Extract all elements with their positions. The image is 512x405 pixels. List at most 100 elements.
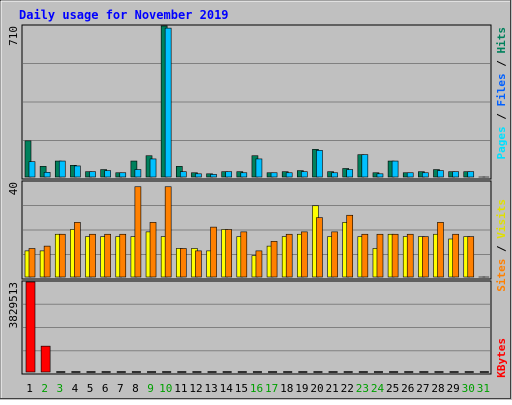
x-tick-label: 9 xyxy=(147,382,154,395)
files-bar-day-5 xyxy=(90,172,96,177)
files-bar-day-20 xyxy=(316,150,322,177)
files-bar-day-11 xyxy=(180,172,186,177)
files-bar-day-23 xyxy=(362,155,368,177)
x-tick-label: 22 xyxy=(341,382,354,395)
x-tick-label: 31 xyxy=(477,382,490,395)
x-tick-label: 21 xyxy=(326,382,339,395)
x-tick-label: 17 xyxy=(265,382,278,395)
files-bar-day-8 xyxy=(135,170,141,177)
files-bar-day-4 xyxy=(74,166,80,177)
x-tick-label: 24 xyxy=(371,382,385,395)
x-tick-label: 10 xyxy=(159,382,172,395)
side-label-pages-files-hits-part-2: Files xyxy=(495,73,508,106)
x-tick-label: 14 xyxy=(220,382,234,395)
side-label-kbytes: KBytes xyxy=(495,338,508,378)
x-tick-label: 20 xyxy=(310,382,323,395)
sites-bar-day-7 xyxy=(120,234,126,277)
sites-bar-day-18 xyxy=(286,234,292,277)
sites-bar-day-25 xyxy=(392,234,398,277)
sites-bar-day-4 xyxy=(74,222,80,277)
x-tick-label: 19 xyxy=(295,382,308,395)
files-bar-day-17 xyxy=(271,173,277,177)
files-bar-day-28 xyxy=(437,171,443,177)
x-tick-label: 18 xyxy=(280,382,293,395)
x-tick-label: 25 xyxy=(386,382,399,395)
x-tick-label: 23 xyxy=(356,382,369,395)
sites-bar-day-9 xyxy=(150,222,156,277)
x-tick-label: 30 xyxy=(462,382,475,395)
files-bar-day-7 xyxy=(120,173,126,177)
sites-bar-day-2 xyxy=(44,246,50,277)
sites-bar-day-21 xyxy=(332,232,338,277)
x-tick-label: 6 xyxy=(102,382,109,395)
x-tick-label: 15 xyxy=(235,382,248,395)
files-bar-day-12 xyxy=(195,174,201,177)
x-tick-label: 3 xyxy=(57,382,64,395)
files-bar-day-16 xyxy=(256,159,262,177)
side-label-sites-visits-part-2: Visits xyxy=(495,199,508,239)
panel-3-max-label: 3829513 xyxy=(7,282,20,328)
side-label-pages-files-hits-part-0: Pages xyxy=(495,126,508,159)
sites-bar-day-3 xyxy=(59,234,65,277)
sites-bar-day-8 xyxy=(135,187,141,277)
sites-bar-day-22 xyxy=(347,215,353,277)
chart-title: Daily usage for November 2019 xyxy=(19,8,229,22)
files-bar-day-24 xyxy=(377,174,383,177)
files-bar-day-6 xyxy=(105,171,111,177)
files-bar-day-19 xyxy=(301,172,307,177)
kbytes-bar-day-2 xyxy=(41,346,50,372)
files-bar-day-29 xyxy=(453,172,459,177)
x-tick-label: 13 xyxy=(204,382,217,395)
x-tick-label: 1 xyxy=(26,382,33,395)
files-bar-day-3 xyxy=(59,161,65,177)
sites-bar-day-13 xyxy=(211,227,217,277)
files-bar-day-18 xyxy=(286,173,292,177)
files-bar-day-1 xyxy=(29,162,35,177)
x-tick-label: 29 xyxy=(447,382,460,395)
sites-bar-day-26 xyxy=(407,234,413,277)
files-bar-day-26 xyxy=(407,173,413,177)
side-label-pages-files-hits: Pages / Files / Hits xyxy=(495,27,508,160)
panel-1-max-label: 710 xyxy=(7,26,20,46)
sites-bar-day-27 xyxy=(422,237,428,277)
sites-bar-day-19 xyxy=(301,232,307,277)
sites-bar-day-24 xyxy=(377,234,383,277)
sites-bar-day-10 xyxy=(165,187,171,277)
side-label-pages-files-hits-part-3: / xyxy=(495,54,508,74)
sites-bar-day-15 xyxy=(241,232,247,277)
files-bar-day-2 xyxy=(44,172,50,177)
files-bar-day-30 xyxy=(468,172,474,177)
sites-bar-day-1 xyxy=(29,249,35,278)
side-label-sites-visits-part-0: Sites xyxy=(495,259,508,292)
panel-2-max-label: 40 xyxy=(7,182,20,195)
sites-bar-day-16 xyxy=(256,251,262,277)
side-label-sites-visits-part-1: / xyxy=(495,239,508,259)
kbytes-bar-day-1 xyxy=(26,282,35,372)
x-tick-label: 12 xyxy=(189,382,202,395)
files-bar-day-15 xyxy=(241,173,247,177)
side-label-pages-files-hits-part-4: Hits xyxy=(495,27,508,54)
x-tick-label: 5 xyxy=(87,382,94,395)
files-bar-day-27 xyxy=(422,173,428,177)
files-bar-day-10 xyxy=(165,28,171,177)
sites-bar-day-14 xyxy=(226,230,232,278)
files-bar-day-13 xyxy=(211,174,217,177)
side-label-sites-visits: Sites / Visits xyxy=(495,199,508,292)
sites-bar-day-12 xyxy=(195,251,201,277)
files-bar-day-9 xyxy=(150,159,156,177)
x-tick-label: 8 xyxy=(132,382,139,395)
files-bar-day-22 xyxy=(347,170,353,177)
x-tick-label: 4 xyxy=(72,382,79,395)
side-label-pages-files-hits-part-1: / xyxy=(495,107,508,127)
sites-bar-day-28 xyxy=(437,222,443,277)
sites-bar-day-20 xyxy=(316,218,322,277)
x-tick-label: 26 xyxy=(401,382,414,395)
x-tick-label: 7 xyxy=(117,382,124,395)
sites-bar-day-23 xyxy=(362,234,368,277)
side-label-kbytes-part-0: KBytes xyxy=(495,338,508,378)
sites-bar-day-30 xyxy=(468,237,474,277)
x-tick-label: 16 xyxy=(250,382,263,395)
